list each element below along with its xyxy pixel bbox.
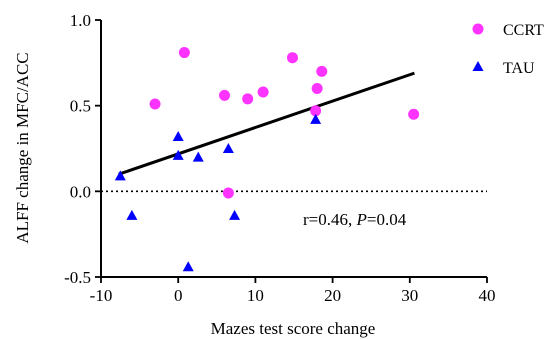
x-tick-label: 30: [401, 286, 418, 305]
data-point-ccrt: [257, 86, 269, 98]
data-point-tau: [192, 151, 204, 162]
data-point-tau: [114, 170, 126, 181]
x-tick-label: 40: [479, 286, 496, 305]
data-point-tau: [229, 209, 241, 220]
y-axis-ticks: -0.5 0.0 0.5 1.0: [64, 11, 101, 287]
regression-line: [118, 71, 415, 176]
legend-marker-tau: [472, 61, 484, 71]
annotation-prefix: r=0.46,: [303, 210, 357, 229]
data-point-tau: [172, 149, 184, 160]
data-point-tau: [172, 131, 184, 142]
data-point-ccrt: [316, 65, 328, 77]
legend-item-ccrt: CCRT: [472, 22, 544, 39]
x-tick-label: 10: [247, 286, 264, 305]
x-axis-label: Mazes test score change: [211, 319, 376, 338]
data-point-tau: [222, 143, 234, 153]
data-point-ccrt: [242, 93, 254, 105]
legend-label-tau: TAU: [503, 60, 535, 77]
data-point-ccrt: [219, 89, 231, 101]
data-point-ccrt: [286, 52, 298, 64]
annotation-p-value: =0.04: [367, 210, 407, 229]
legend: CCRT TAU: [472, 22, 544, 77]
data-points: [114, 47, 420, 272]
legend-marker-ccrt: [472, 23, 484, 35]
legend-item-tau: TAU: [472, 60, 535, 77]
x-tick-label: 20: [324, 286, 341, 305]
y-tick-label: -0.5: [64, 268, 91, 287]
legend-label-ccrt: CCRT: [503, 22, 544, 39]
data-point-ccrt: [178, 47, 190, 59]
y-tick-label: 0.5: [70, 97, 91, 116]
x-tick-label: 0: [174, 286, 183, 305]
data-point-ccrt: [310, 105, 322, 117]
data-point-ccrt: [311, 83, 323, 95]
y-axis-label: ALFF change in MFC/ACC: [13, 52, 32, 243]
annotation-p-symbol: P: [356, 210, 367, 229]
y-tick-label: 0.0: [70, 182, 91, 201]
correlation-annotation: r=0.46, P=0.04: [303, 210, 407, 229]
x-axis-ticks: -10 0 10 20 30 40: [90, 277, 496, 305]
data-point-ccrt: [222, 187, 234, 199]
data-point-tau: [126, 209, 138, 220]
data-point-tau: [182, 261, 194, 272]
data-point-tau: [310, 113, 322, 124]
y-tick-label: 1.0: [70, 11, 91, 30]
x-tick-label: -10: [90, 286, 113, 305]
data-point-ccrt: [149, 98, 161, 110]
axes: [100, 20, 487, 278]
data-point-ccrt: [408, 108, 420, 120]
